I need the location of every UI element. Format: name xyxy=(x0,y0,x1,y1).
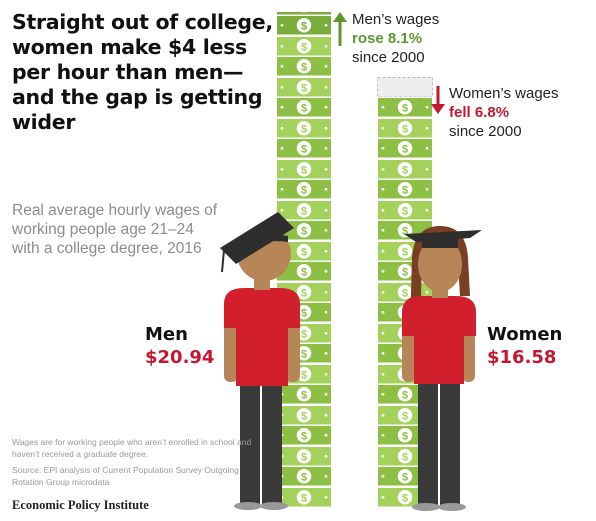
svg-text:$: $ xyxy=(301,102,307,114)
woman-left-leg xyxy=(418,382,438,506)
man-left-leg xyxy=(240,384,260,506)
men-callout-change: rose 8.1% xyxy=(352,30,423,47)
men-wage-label: Men $20.94 xyxy=(145,324,214,368)
svg-text:$: $ xyxy=(402,287,408,299)
man-graduate-illustration xyxy=(220,212,300,510)
svg-text:$: $ xyxy=(301,410,307,422)
svg-text:$: $ xyxy=(301,205,307,217)
svg-text:$: $ xyxy=(301,184,307,196)
svg-text:$: $ xyxy=(402,102,408,114)
women-dollar-bill: $ xyxy=(377,158,433,179)
men-dollar-bill: $ xyxy=(276,117,332,138)
svg-text:$: $ xyxy=(301,492,307,504)
women-lost-wage-bill xyxy=(377,76,433,97)
women-label: Women xyxy=(487,324,563,345)
svg-text:$: $ xyxy=(402,471,408,483)
svg-text:$: $ xyxy=(402,184,408,196)
men-dollar-bill: $ xyxy=(276,35,332,56)
women-dollar-bill: $ xyxy=(377,199,433,220)
svg-text:$: $ xyxy=(301,20,307,32)
svg-text:$: $ xyxy=(301,451,307,463)
svg-text:$: $ xyxy=(301,348,307,360)
women-dollar-bill: $ xyxy=(377,97,433,118)
svg-text:$: $ xyxy=(301,430,307,442)
svg-text:$: $ xyxy=(402,430,408,442)
woman-head xyxy=(418,236,462,292)
svg-text:$: $ xyxy=(402,225,408,237)
men-dollar-bill: $ xyxy=(276,445,332,466)
chart-subtitle: Real average hourly wages of working peo… xyxy=(12,202,218,257)
men-dollar-bill: $ xyxy=(276,158,332,179)
up-arrow-icon xyxy=(333,12,347,46)
svg-text:$: $ xyxy=(402,266,408,278)
chart-title: Straight out of college, women make $4 l… xyxy=(12,10,273,134)
svg-text:$: $ xyxy=(301,266,307,278)
women-wage-label: Women $16.58 xyxy=(487,324,562,368)
svg-text:$: $ xyxy=(301,61,307,73)
svg-text:$: $ xyxy=(301,287,307,299)
men-wage-value: $20.94 xyxy=(145,347,215,368)
svg-text:$: $ xyxy=(402,205,408,217)
source-note: Source: EPI analysis of Current Populati… xyxy=(12,465,239,487)
men-dollar-bill: $ xyxy=(276,384,332,405)
men-dollar-bill: $ xyxy=(276,56,332,77)
men-dollar-bill: $ xyxy=(276,12,332,15)
svg-text:$: $ xyxy=(402,143,408,155)
man-shirt xyxy=(224,288,300,386)
men-dollar-bill: $ xyxy=(276,425,332,446)
woman-right-leg xyxy=(440,382,460,506)
svg-text:$: $ xyxy=(301,246,307,258)
women-dollar-bill: $ xyxy=(377,138,433,159)
man-left-arm xyxy=(224,312,238,382)
men-callout-line1: Men’s wages xyxy=(352,11,440,28)
women-dollar-bill: $ xyxy=(377,179,433,200)
svg-text:$: $ xyxy=(301,369,307,381)
men-change-callout: Men’s wages rose 8.1% since 2000 xyxy=(352,10,439,67)
men-dollar-bill: $ xyxy=(276,199,332,220)
svg-text:$: $ xyxy=(402,451,408,463)
svg-text:$: $ xyxy=(301,328,307,340)
man-right-arm xyxy=(286,312,300,382)
men-dollar-bill: $ xyxy=(276,15,332,36)
svg-text:$: $ xyxy=(301,41,307,53)
footnote: Wages are for working people who aren’t … xyxy=(12,437,252,459)
women-change-callout: Women’s wages fell 6.8% since 2000 xyxy=(449,84,559,141)
svg-text:$: $ xyxy=(301,164,307,176)
svg-text:$: $ xyxy=(301,143,307,155)
woman-graduate-illustration xyxy=(402,226,482,511)
svg-text:$: $ xyxy=(402,389,408,401)
men-callout-line3: since 2000 xyxy=(352,49,425,66)
svg-text:$: $ xyxy=(301,389,307,401)
svg-text:$: $ xyxy=(402,410,408,422)
publisher-logo: Economic Policy Institute xyxy=(12,498,149,512)
women-dollar-bill: $ xyxy=(377,117,433,138)
men-label: Men xyxy=(145,324,188,345)
men-dollar-bill: $ xyxy=(276,76,332,97)
svg-text:$: $ xyxy=(301,225,307,237)
svg-text:$: $ xyxy=(301,123,307,135)
man-right-leg xyxy=(262,384,282,506)
svg-text:$: $ xyxy=(301,82,307,94)
women-callout-line1: Women’s wages xyxy=(449,85,559,102)
svg-text:$: $ xyxy=(402,246,408,258)
women-wage-value: $16.58 xyxy=(487,347,557,368)
men-dollar-bill: $ xyxy=(276,179,332,200)
svg-text:$: $ xyxy=(301,307,307,319)
women-callout-line3: since 2000 xyxy=(449,123,522,140)
svg-text:$: $ xyxy=(402,164,408,176)
women-callout-change: fell 6.8% xyxy=(449,104,510,121)
men-dollar-bill: $ xyxy=(276,404,332,425)
svg-text:$: $ xyxy=(402,492,408,504)
svg-text:$: $ xyxy=(301,471,307,483)
men-dollar-bill: $ xyxy=(276,138,332,159)
woman-shirt xyxy=(402,296,476,384)
men-dollar-bill: $ xyxy=(276,486,332,507)
men-dollar-bill: $ xyxy=(276,97,332,118)
down-arrow-icon xyxy=(431,86,445,114)
svg-text:$: $ xyxy=(402,123,408,135)
